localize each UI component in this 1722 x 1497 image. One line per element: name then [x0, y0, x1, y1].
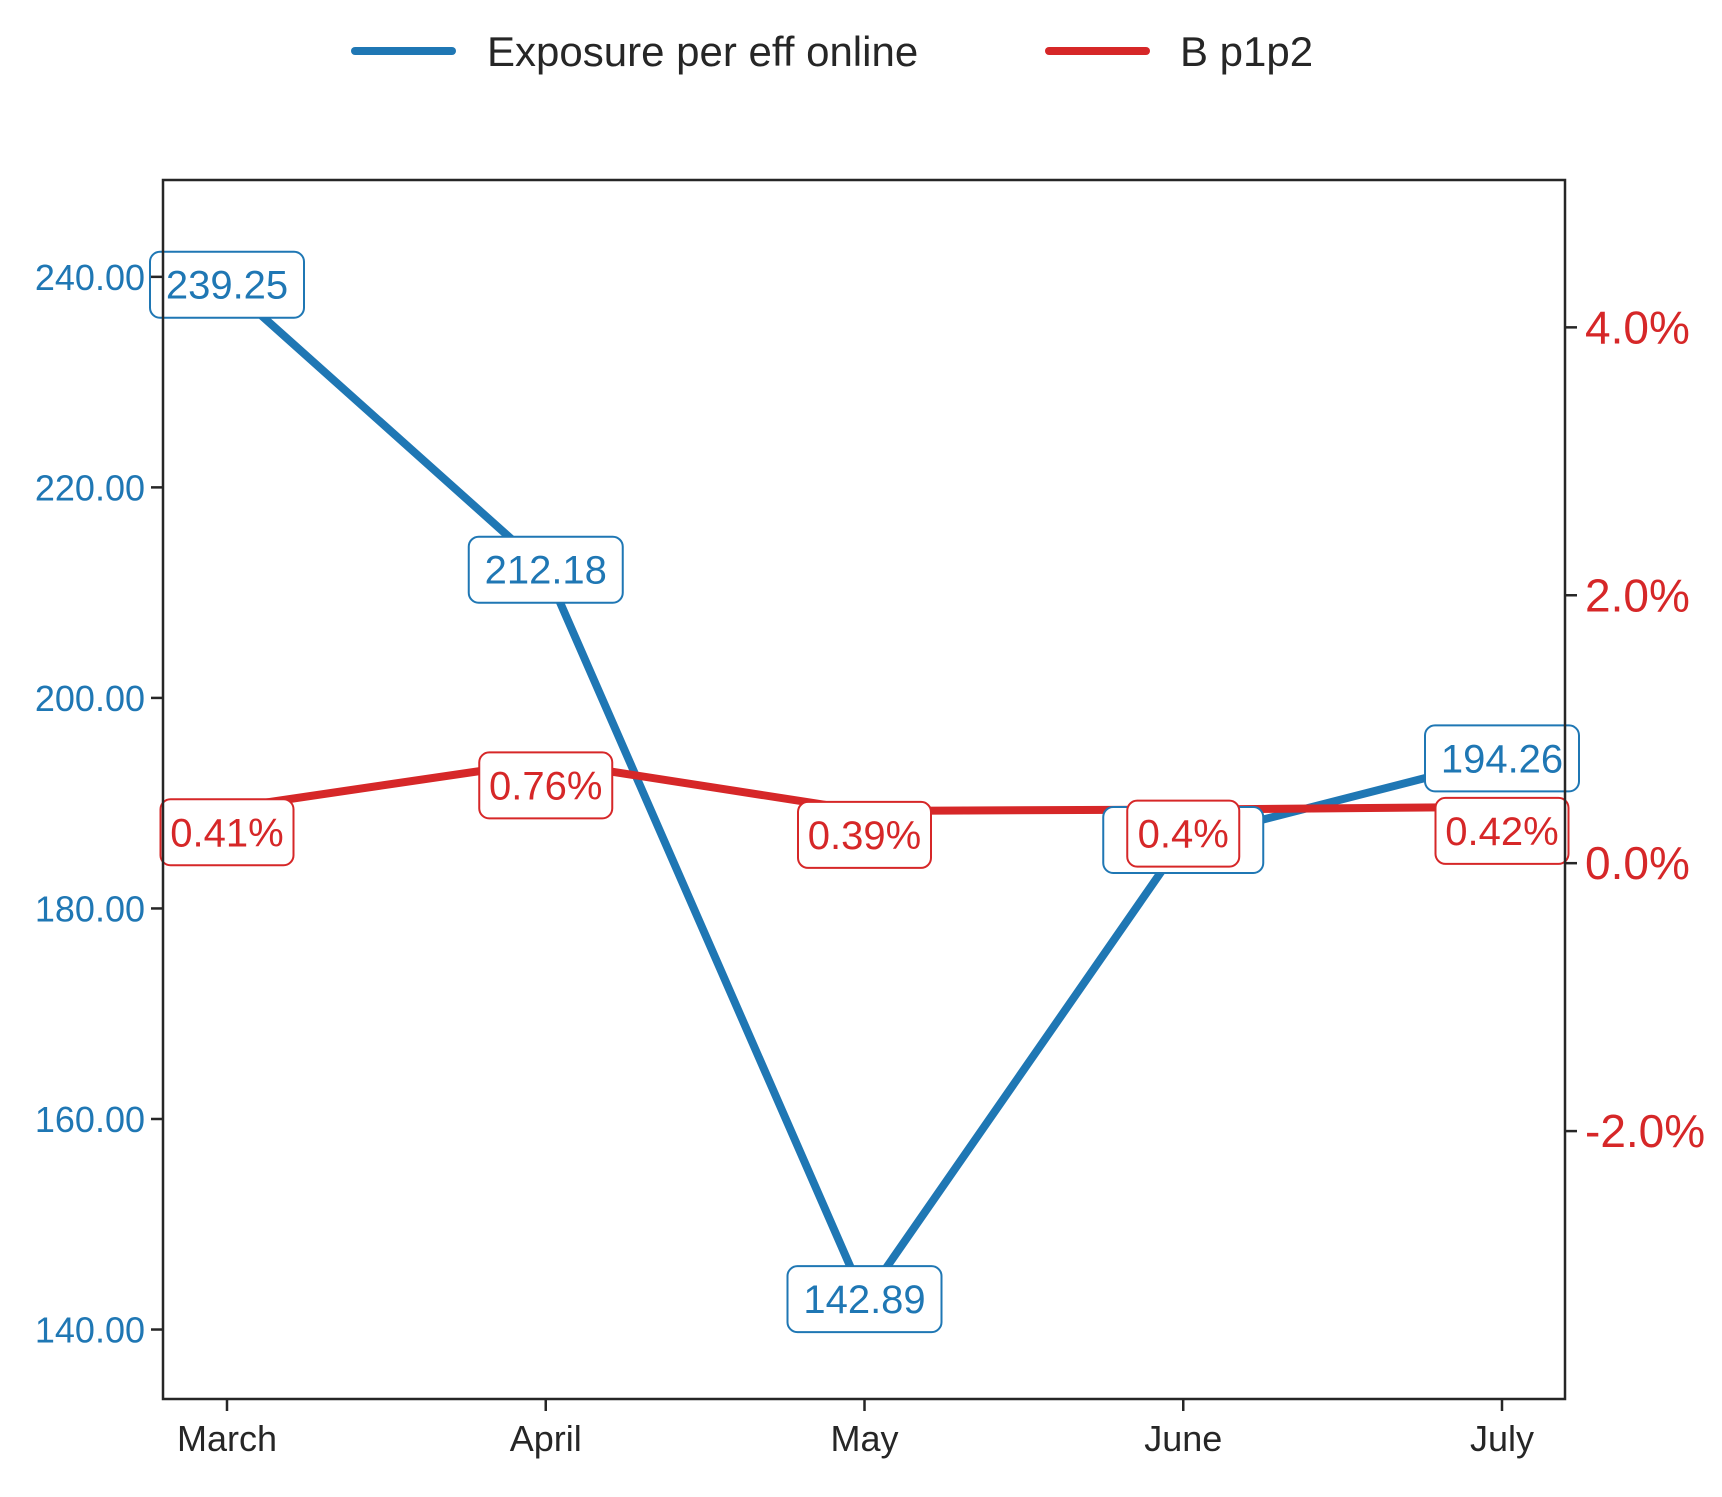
series-line-0 [224, 281, 1503, 1304]
data-label-1-2: 0.39% [808, 814, 921, 858]
data-label-layer: 239.25 212.18 142.89 194.26 0.41% 0.76% 0.39% 0… [149, 250, 1580, 1334]
data-label-0-4: 194.26 [1441, 737, 1563, 781]
data-label-box-0-0 [149, 250, 305, 319]
legend-label-bp1p2: B p1p2 [1180, 28, 1313, 75]
left-tick-label-160: 160.00 [35, 1099, 145, 1140]
data-label-box-0-4 [1424, 724, 1580, 793]
x-tick-label-march: March [177, 1418, 277, 1459]
left-tick-label-140: 140.00 [35, 1310, 145, 1351]
series-layer [224, 281, 1503, 1304]
x-tick-label-june: June [1144, 1418, 1222, 1459]
left-tick-label-220: 220.00 [35, 467, 145, 508]
right-tick-label-4: 4.0% [1585, 301, 1690, 353]
x-tick-label-may: May [830, 1418, 898, 1459]
data-label-1-3: 0.4% [1138, 813, 1229, 857]
data-label-0-2: 142.89 [803, 1278, 925, 1322]
right-tick-label-2: 2.0% [1585, 569, 1690, 621]
left-tick-label-240: 240.00 [35, 257, 145, 298]
data-label-box-0-2 [786, 1265, 943, 1334]
left-tick-label-200: 200.00 [35, 678, 145, 719]
x-tick-label-april: April [510, 1418, 582, 1459]
x-axis: March April May June July [177, 1399, 1534, 1459]
right-tick-label-0: 0.0% [1585, 837, 1690, 889]
left-y-axis: 140.00 160.00 180.00 200.00 220.00 240.00 [35, 257, 163, 1351]
data-label-box-1-0 [159, 798, 295, 867]
right-y-axis: -2.0% 0.0% 2.0% 4.0% [1565, 301, 1705, 1157]
data-label-box-1-3 [1126, 799, 1241, 868]
data-label-box-0-1 [467, 535, 624, 604]
legend: Exposure per eff online B p1p2 [351, 28, 1313, 75]
data-label-1-4: 0.42% [1445, 810, 1558, 854]
data-label-box-1-4 [1434, 796, 1570, 865]
data-label-1-1: 0.76% [489, 764, 602, 808]
right-tick-label--2: -2.0% [1585, 1105, 1705, 1157]
data-label-0-0: 239.25 [166, 264, 288, 308]
data-label-box-1-2 [797, 800, 932, 869]
x-tick-label-july: July [1470, 1418, 1534, 1459]
data-label-0-1: 212.18 [485, 549, 607, 593]
left-tick-label-180: 180.00 [35, 888, 145, 929]
legend-label-exposure: Exposure per eff online [487, 28, 918, 75]
data-label-box-1-1 [478, 751, 614, 820]
data-label-1-0: 0.41% [170, 811, 283, 855]
